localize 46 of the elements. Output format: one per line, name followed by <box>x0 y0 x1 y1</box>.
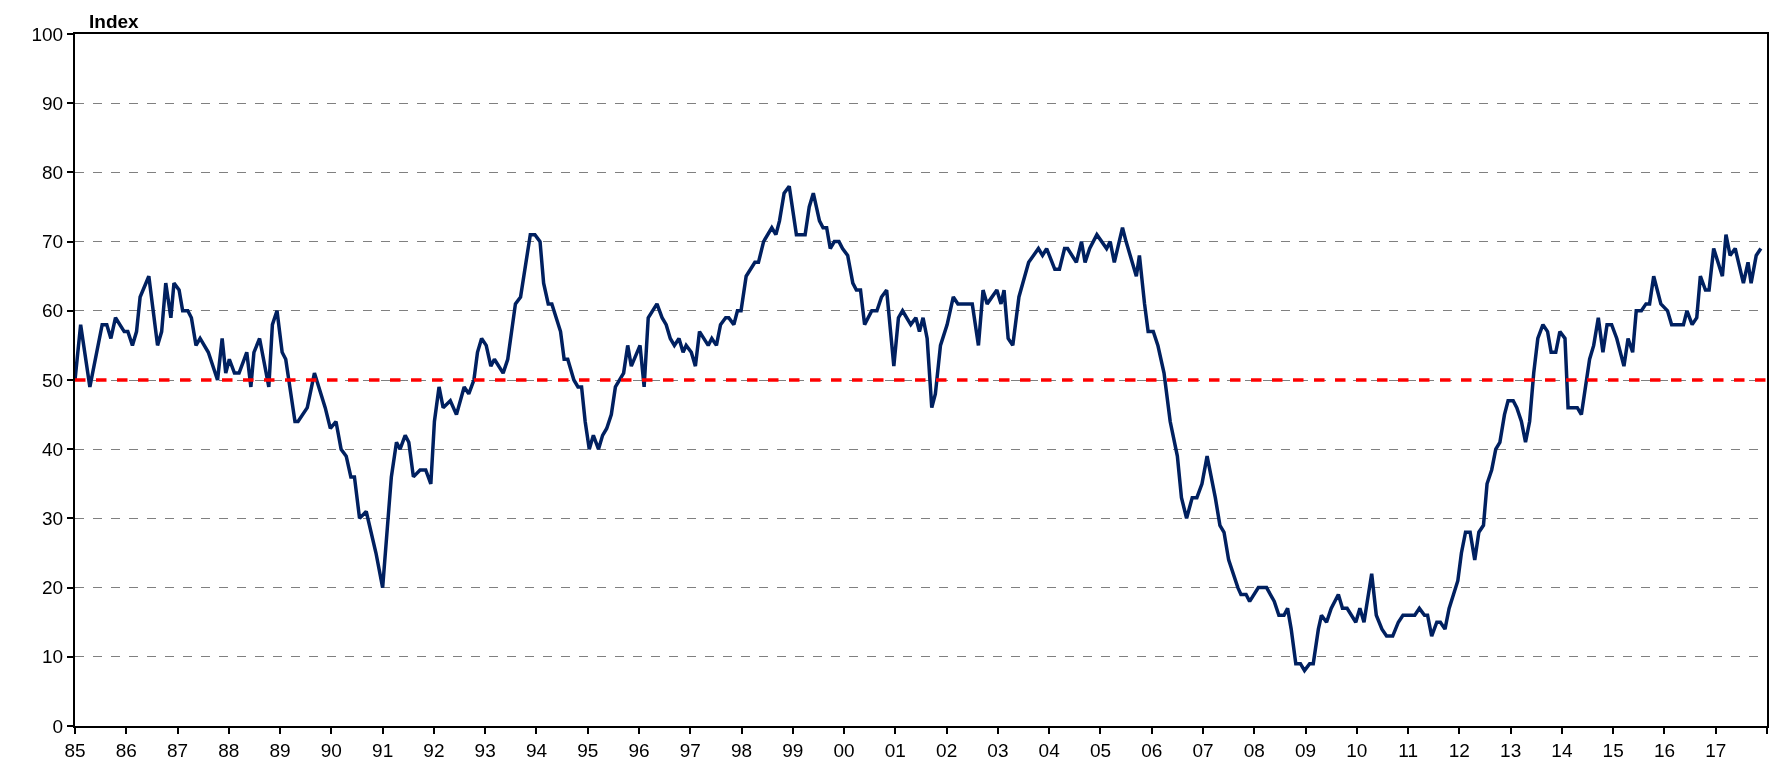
x-tick-label: 14 <box>1551 739 1573 761</box>
x-tick-label: 03 <box>987 739 1009 761</box>
y-tick-label: 10 <box>42 646 64 668</box>
y-tick-label: 80 <box>42 162 64 184</box>
y-tick-label: 20 <box>42 577 64 599</box>
x-tick-label: 01 <box>884 739 906 761</box>
y-tick-label: 30 <box>42 508 64 530</box>
line-series <box>75 184 1763 673</box>
y-tick-label: 100 <box>31 23 64 45</box>
x-tick-label: 90 <box>320 739 342 761</box>
x-tick-label: 99 <box>782 739 804 761</box>
x-tick-label: 85 <box>64 739 86 761</box>
x-tick-label: 98 <box>730 739 753 761</box>
y-tick-label: 40 <box>42 438 64 460</box>
x-tick-label: 91 <box>372 739 394 761</box>
x-tick-label: 11 <box>1398 739 1418 761</box>
y-tick-label: 50 <box>42 369 64 391</box>
y-tick-label: 90 <box>42 92 64 114</box>
x-tick-label: 94 <box>525 739 548 761</box>
x-tick-label: 93 <box>474 739 496 761</box>
x-tick-label: 96 <box>628 739 650 761</box>
x-tick-label: 06 <box>1141 739 1163 761</box>
x-tick-label: 87 <box>166 739 189 761</box>
x-tick-label: 16 <box>1653 739 1676 761</box>
x-tick-label: 07 <box>1192 739 1214 761</box>
x-tick-label: 17 <box>1705 739 1727 761</box>
x-tick-label: 88 <box>218 739 240 761</box>
x-tick-label: 02 <box>936 739 958 761</box>
x-tick-label: 92 <box>423 739 445 761</box>
x-tick-label: 10 <box>1346 739 1368 761</box>
x-tick-label: 13 <box>1500 739 1522 761</box>
x-tick-label: 04 <box>1038 739 1061 761</box>
x-tick-label: 12 <box>1448 739 1470 761</box>
x-tick-label: 15 <box>1602 739 1624 761</box>
x-tick-label: 00 <box>833 739 855 761</box>
x-tick-label: 97 <box>679 739 701 761</box>
x-tick-label: 08 <box>1243 739 1265 761</box>
y-tick-label: 0 <box>52 715 64 737</box>
x-tick-label: 95 <box>577 739 599 761</box>
x-tick-label: 09 <box>1294 739 1317 761</box>
x-tick-label: 05 <box>1089 739 1112 761</box>
y-tick-label: 60 <box>42 300 64 322</box>
y-tick-label: 70 <box>42 231 64 253</box>
y-axis-title: Index <box>89 11 140 32</box>
x-tick-label: 86 <box>115 739 137 761</box>
x-tick-label: 89 <box>269 739 291 761</box>
